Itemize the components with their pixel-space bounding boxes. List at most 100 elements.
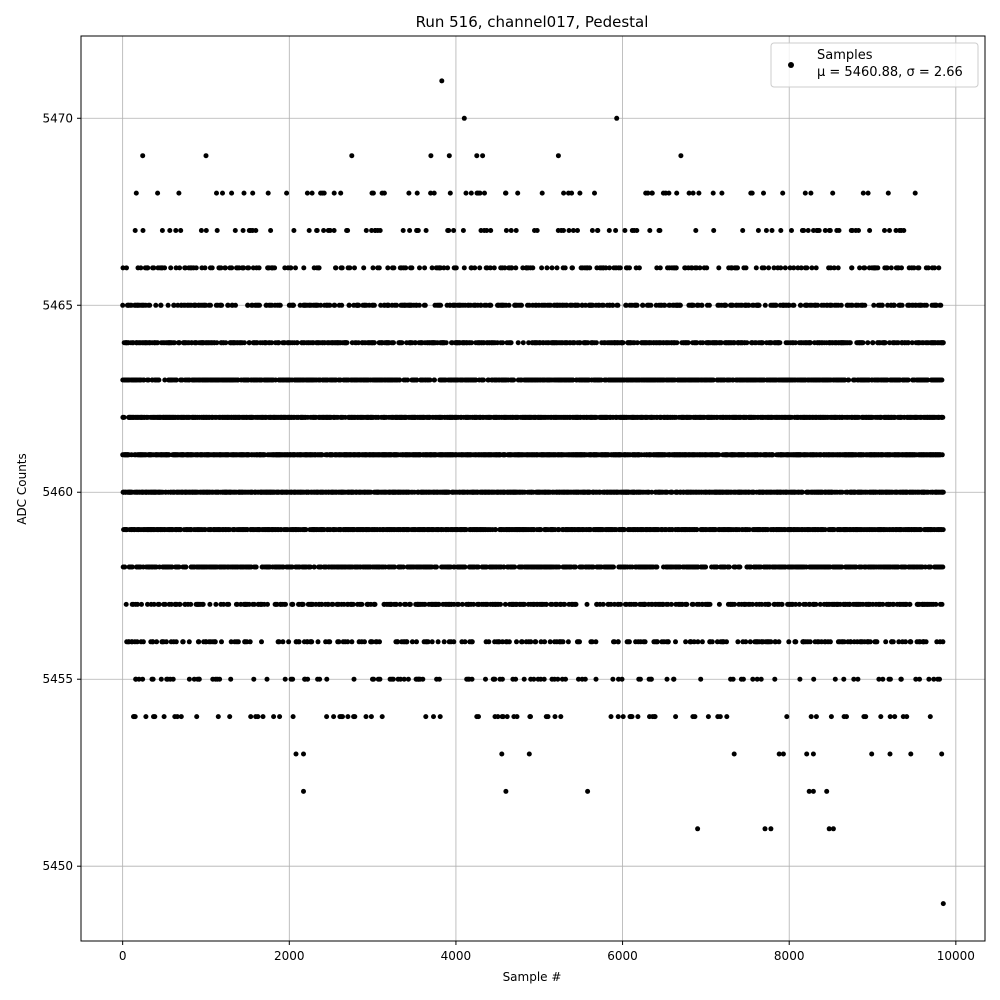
data-point <box>161 714 167 720</box>
data-point <box>593 639 599 645</box>
data-point <box>213 601 219 607</box>
data-point <box>414 639 419 645</box>
data-point <box>533 639 539 645</box>
data-point <box>640 302 646 308</box>
data-point <box>577 190 583 196</box>
data-point <box>317 676 323 682</box>
data-point <box>259 639 264 645</box>
data-point <box>241 340 247 346</box>
data-point <box>397 601 403 607</box>
data-point <box>174 714 180 720</box>
data-point <box>286 639 292 645</box>
data-point <box>506 302 512 308</box>
data-point <box>296 639 302 645</box>
data-point <box>347 265 353 271</box>
data-point <box>339 302 345 308</box>
data-point <box>255 714 261 720</box>
data-point <box>284 190 290 196</box>
data-point <box>513 676 519 682</box>
data-point <box>196 639 202 645</box>
data-point <box>333 265 339 271</box>
data-point <box>226 601 232 607</box>
data-point <box>188 601 194 607</box>
data-point <box>363 228 369 233</box>
data-point <box>492 676 498 682</box>
data-point <box>629 714 635 720</box>
data-point <box>219 302 225 308</box>
data-point <box>406 190 412 196</box>
data-point <box>331 228 337 233</box>
data-point <box>634 302 640 308</box>
data-point <box>156 601 162 607</box>
data-point <box>438 302 444 308</box>
data-point <box>251 676 257 682</box>
data-point <box>159 228 165 233</box>
data-point <box>647 228 653 233</box>
data-point <box>558 714 564 720</box>
data-point <box>271 714 277 720</box>
data-point <box>543 601 549 607</box>
data-point <box>363 714 369 720</box>
data-point <box>390 676 396 682</box>
data-point <box>122 564 128 570</box>
data-point <box>379 714 385 720</box>
data-point <box>372 601 378 607</box>
data-point <box>196 676 202 682</box>
data-point <box>246 340 252 346</box>
data-point <box>338 190 344 196</box>
data-point <box>339 265 345 271</box>
data-point <box>649 190 655 196</box>
data-point <box>600 601 606 607</box>
data-point <box>248 714 254 720</box>
data-point <box>482 190 487 196</box>
data-point <box>140 639 146 645</box>
data-point <box>129 564 135 570</box>
data-point <box>566 228 572 233</box>
data-point <box>178 228 184 233</box>
data-point <box>150 639 156 645</box>
data-point <box>477 190 483 196</box>
data-point <box>431 714 436 720</box>
data-point <box>345 228 351 233</box>
data-point <box>156 377 162 383</box>
data-point <box>541 676 547 682</box>
data-point <box>508 340 514 346</box>
data-point <box>589 228 595 233</box>
data-point <box>499 676 505 682</box>
data-point <box>186 639 192 645</box>
data-point <box>145 601 150 607</box>
data-point <box>399 340 405 346</box>
data-point <box>511 377 517 383</box>
data-point <box>370 265 376 271</box>
data-point <box>304 190 310 196</box>
data-point <box>498 601 503 607</box>
data-point <box>300 601 306 607</box>
data-point <box>136 676 142 682</box>
data-point <box>277 714 283 720</box>
data-point <box>545 714 551 720</box>
data-point <box>162 601 168 607</box>
data-point <box>577 639 582 645</box>
data-point <box>570 265 575 271</box>
data-point <box>508 228 514 233</box>
data-point <box>560 639 566 645</box>
data-point <box>477 265 483 271</box>
data-point <box>431 190 437 196</box>
data-point <box>618 601 623 607</box>
data-point <box>166 452 172 458</box>
data-point <box>180 639 186 645</box>
data-point <box>200 601 206 607</box>
data-point <box>208 302 213 308</box>
data-point <box>587 265 593 271</box>
data-point <box>362 639 367 645</box>
data-point <box>542 639 548 645</box>
data-point <box>147 302 153 308</box>
data-point <box>423 228 429 233</box>
data-point <box>370 190 376 196</box>
data-point <box>228 676 234 682</box>
data-point <box>620 714 626 720</box>
data-point <box>132 714 138 720</box>
data-point <box>610 676 616 682</box>
data-point <box>371 676 377 682</box>
data-point <box>221 601 226 607</box>
